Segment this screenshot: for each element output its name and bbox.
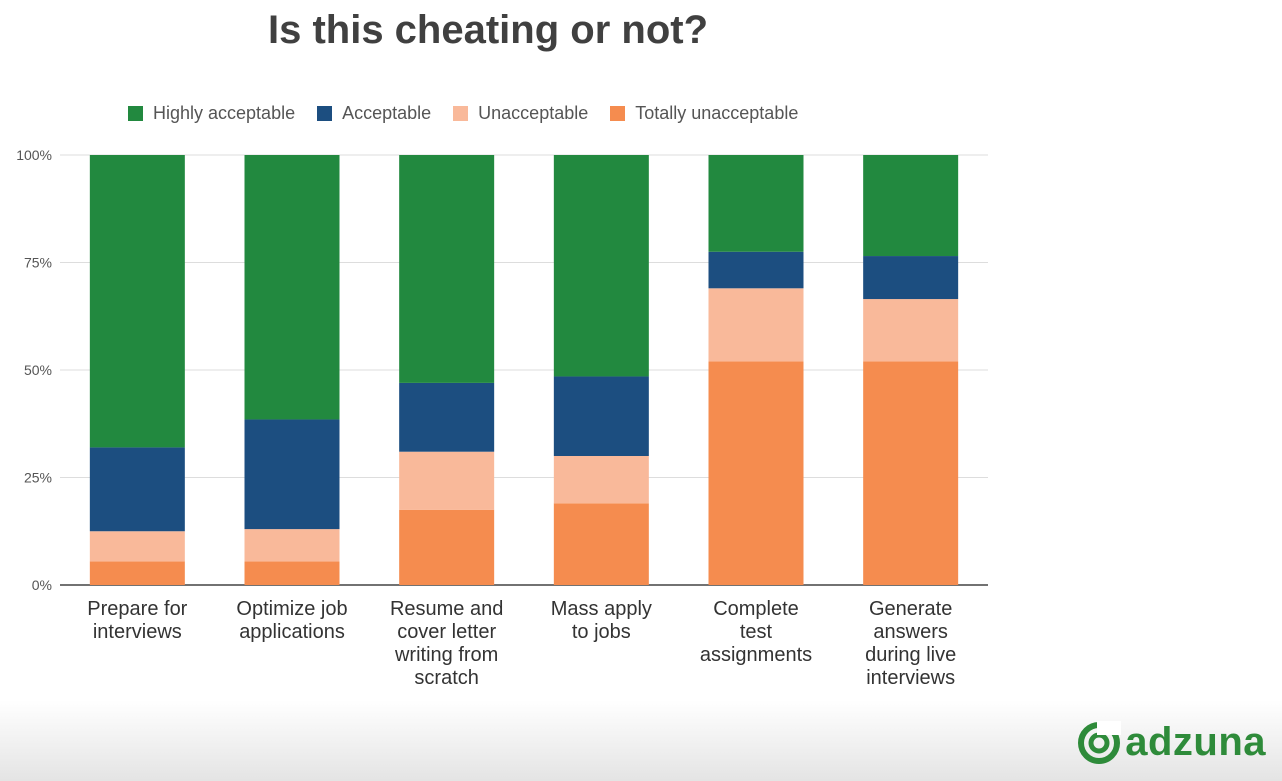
legend-item: Highly acceptable: [128, 103, 295, 124]
bar-segment-unacceptable: [399, 451, 495, 510]
legend-swatch: [453, 106, 469, 121]
bar-segment-acceptable: [244, 419, 340, 530]
x-category-label: writing from: [394, 644, 498, 666]
x-category-label: test: [740, 621, 773, 643]
x-category-label: applications: [239, 621, 345, 643]
bar-segment-totally-unacceptable: [89, 561, 185, 585]
x-category-label: during live: [865, 644, 956, 666]
x-category-label: answers: [873, 621, 947, 643]
bar-segment-unacceptable: [863, 299, 959, 362]
bar-segment-acceptable: [89, 447, 185, 532]
legend-item: Unacceptable: [453, 103, 588, 124]
x-category-label: interviews: [866, 667, 955, 689]
x-category-label: interviews: [93, 621, 182, 643]
chart-title: Is this cheating or not?: [267, 8, 709, 52]
x-category-label: to jobs: [572, 621, 631, 643]
bar-segment-highly-acceptable: [553, 155, 649, 377]
x-category-label: assignments: [700, 644, 812, 666]
bar-segment-totally-unacceptable: [399, 509, 495, 585]
bar-segment-highly-acceptable: [708, 155, 804, 252]
x-category-label: Prepare for: [87, 598, 187, 620]
legend-label: Acceptable: [342, 103, 432, 123]
bar-segment-highly-acceptable: [863, 155, 959, 257]
x-category-label: cover letter: [397, 621, 496, 643]
bar-segment-unacceptable: [553, 456, 649, 504]
legend-label: Unacceptable: [478, 103, 589, 123]
legend-swatch: [610, 106, 626, 121]
bar-segment-acceptable: [708, 251, 804, 289]
bar-segment-unacceptable: [708, 288, 804, 362]
bar-segment-acceptable: [863, 256, 959, 300]
bar-segment-unacceptable: [244, 529, 340, 562]
legend-label: Totally unacceptable: [635, 103, 799, 123]
x-category-label: scratch: [414, 667, 478, 689]
logo-text: adzuna: [1125, 720, 1266, 764]
adzuna-logo: adzuna: [1077, 720, 1266, 765]
y-tick-label: 50%: [24, 362, 52, 378]
bar-segment-acceptable: [399, 382, 495, 452]
stacked-bar-chart: 0%25%50%75%100%Prepare forinterviewsOpti…: [16, 147, 988, 689]
legend-item: Totally unacceptable: [610, 103, 798, 124]
x-category-label: Complete: [713, 598, 799, 620]
y-tick-label: 25%: [24, 470, 52, 486]
bar-segment-highly-acceptable: [399, 155, 495, 383]
x-category-label: Optimize job: [236, 598, 347, 620]
chart-legend: Highly acceptable Acceptable Unacceptable T…: [128, 103, 798, 124]
x-category-label: Resume and: [390, 598, 503, 620]
bar-segment-acceptable: [553, 376, 649, 456]
bar-segment-unacceptable: [89, 531, 185, 562]
x-category-label: Generate: [869, 598, 952, 620]
bar-segment-totally-unacceptable: [553, 503, 649, 585]
legend-swatch: [317, 106, 333, 121]
bar-segment-highly-acceptable: [89, 155, 185, 448]
legend-swatch: [128, 106, 143, 121]
footer-band: [0, 700, 1282, 781]
bar-segment-totally-unacceptable: [863, 361, 959, 585]
adzuna-swirl-icon: [1078, 720, 1122, 764]
legend-label: Highly acceptable: [153, 103, 296, 123]
bar-segment-totally-unacceptable: [244, 561, 340, 585]
bar-segment-totally-unacceptable: [708, 361, 804, 585]
x-category-label: Mass apply: [551, 598, 652, 620]
y-tick-label: 100%: [16, 147, 52, 163]
y-tick-label: 75%: [24, 255, 52, 271]
bar-segment-highly-acceptable: [244, 155, 340, 420]
y-tick-label: 0%: [32, 577, 52, 593]
legend-item: Acceptable: [317, 103, 431, 124]
